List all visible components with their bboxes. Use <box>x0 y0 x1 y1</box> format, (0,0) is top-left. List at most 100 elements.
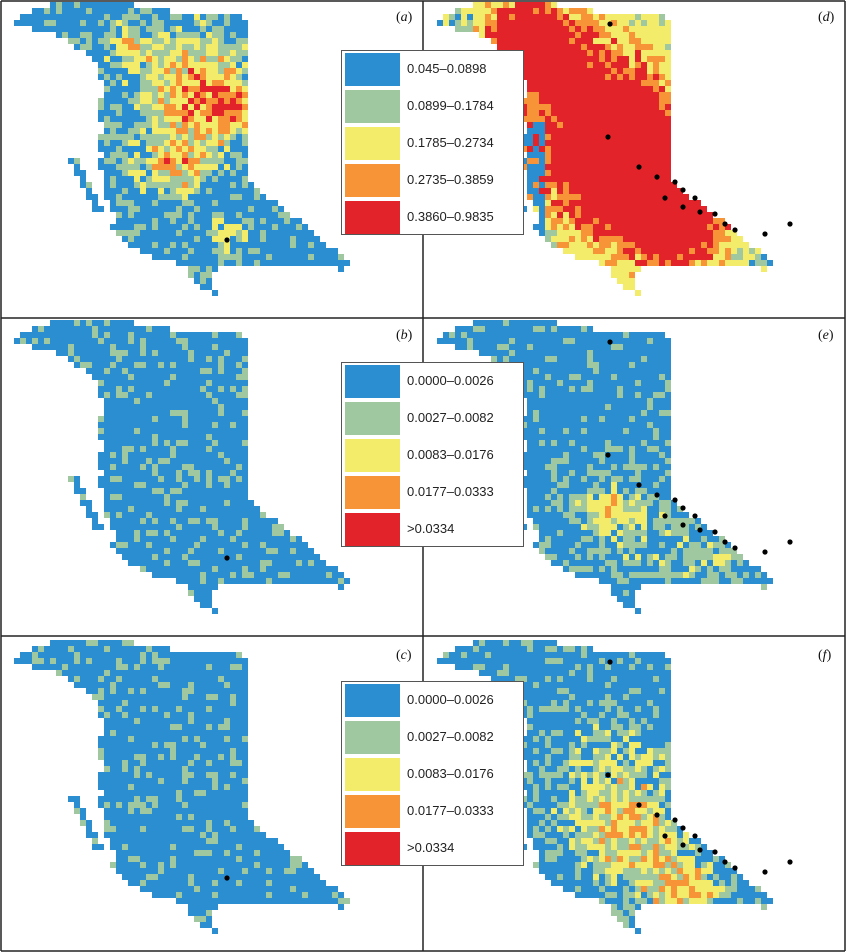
map-cell <box>62 326 68 332</box>
map-cell <box>104 368 110 374</box>
map-cell <box>242 38 248 44</box>
map-cell <box>659 20 665 26</box>
map-cell <box>134 530 140 536</box>
map-cell <box>611 548 617 554</box>
map-cell <box>617 98 623 104</box>
map-cell <box>176 428 182 434</box>
map-cell <box>749 566 755 572</box>
map-cell <box>653 182 659 188</box>
map-cell <box>533 458 539 464</box>
map-cell <box>539 524 545 530</box>
map-cell <box>569 242 575 248</box>
map-cell <box>260 572 266 578</box>
map-cell <box>230 128 236 134</box>
map-cell <box>56 344 62 350</box>
map-cell <box>212 158 218 164</box>
map-cell <box>104 434 110 440</box>
map-cell <box>104 164 110 170</box>
map-cell <box>659 368 665 374</box>
map-cell <box>575 92 581 98</box>
map-cell <box>158 104 164 110</box>
map-cell <box>194 20 200 26</box>
map-cell <box>629 392 635 398</box>
map-cell <box>182 350 188 356</box>
map-cell <box>320 260 326 266</box>
map-cell <box>164 440 170 446</box>
map-cell <box>182 218 188 224</box>
map-cell <box>647 416 653 422</box>
map-cell <box>146 50 152 56</box>
map-cell <box>188 164 194 170</box>
map-cell <box>164 404 170 410</box>
map-cell <box>569 98 575 104</box>
map-cell <box>635 152 641 158</box>
map-cell <box>230 182 236 188</box>
map-cell <box>80 326 86 332</box>
map-cell <box>659 260 665 266</box>
map-cell <box>545 476 551 482</box>
map-cell <box>158 494 164 500</box>
map-cell <box>116 200 122 206</box>
map-cell <box>104 640 110 646</box>
map-cell <box>182 14 188 20</box>
map-cell <box>545 44 551 50</box>
map-cell <box>32 26 38 32</box>
map-cell <box>206 128 212 134</box>
map-cell <box>206 260 212 266</box>
map-cell <box>659 494 665 500</box>
map-cell <box>551 452 557 458</box>
map-cell <box>116 62 122 68</box>
map-cell <box>80 26 86 32</box>
map-cell <box>611 350 617 356</box>
map-cell <box>314 572 320 578</box>
map-cell <box>122 446 128 452</box>
map-cell <box>611 74 617 80</box>
map-cell <box>713 560 719 566</box>
map-cell <box>128 476 134 482</box>
map-cell <box>581 356 587 362</box>
map-cell <box>563 230 569 236</box>
map-cell <box>647 524 653 530</box>
map-cell <box>236 38 242 44</box>
map-cell <box>176 176 182 182</box>
map-cell <box>248 560 254 566</box>
map-cell <box>230 224 236 230</box>
map-cell <box>170 530 176 536</box>
map-cell <box>164 254 170 260</box>
map-cell <box>146 74 152 80</box>
map-cell <box>563 464 569 470</box>
map-cell <box>575 506 581 512</box>
map-cell <box>230 92 236 98</box>
map-cell <box>200 566 206 572</box>
map-cell <box>605 116 611 122</box>
map-cell <box>701 254 707 260</box>
map-cell <box>164 476 170 482</box>
map-cell <box>611 128 617 134</box>
map-cell <box>563 218 569 224</box>
map-cell <box>194 542 200 548</box>
map-cell <box>212 386 218 392</box>
map-cell <box>647 356 653 362</box>
map-cell <box>242 506 248 512</box>
map-cell <box>284 236 290 242</box>
map-cell <box>581 140 587 146</box>
map-cell <box>206 548 212 554</box>
map-cell <box>653 74 659 80</box>
map-cell <box>284 230 290 236</box>
site-marker <box>692 195 698 201</box>
map-cell <box>653 92 659 98</box>
map-cell <box>116 548 122 554</box>
map-cell <box>521 68 527 74</box>
map-cell <box>605 548 611 554</box>
map-cell <box>272 578 278 584</box>
map-cell <box>521 158 527 164</box>
map-cell <box>659 356 665 362</box>
map-cell <box>86 20 92 26</box>
map-cell <box>629 524 635 530</box>
map-cell <box>557 494 563 500</box>
map-cell <box>581 170 587 176</box>
map-cell <box>503 14 509 20</box>
map-cell <box>629 458 635 464</box>
map-cell <box>563 104 569 110</box>
map-cell <box>683 512 689 518</box>
